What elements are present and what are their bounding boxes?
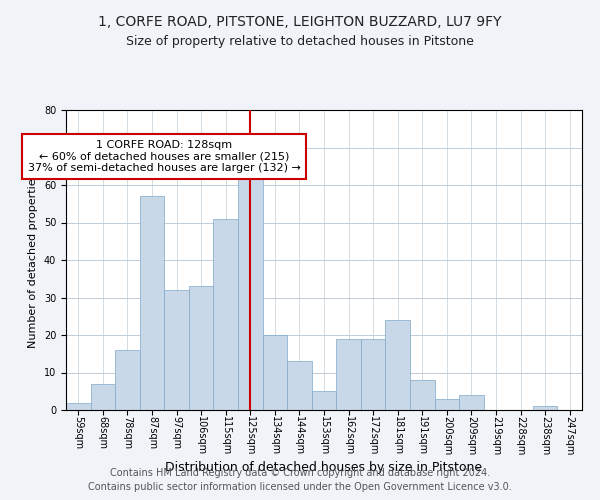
Bar xyxy=(189,286,214,410)
Bar xyxy=(263,335,287,410)
Y-axis label: Number of detached properties: Number of detached properties xyxy=(28,172,38,348)
Bar xyxy=(336,339,361,410)
Text: Size of property relative to detached houses in Pitstone: Size of property relative to detached ho… xyxy=(126,35,474,48)
Bar xyxy=(238,166,263,410)
Text: Contains HM Land Registry data © Crown copyright and database right 2024.: Contains HM Land Registry data © Crown c… xyxy=(110,468,490,477)
Bar xyxy=(312,391,336,410)
X-axis label: Distribution of detached houses by size in Pitstone: Distribution of detached houses by size … xyxy=(166,461,482,474)
Bar xyxy=(66,402,91,410)
Bar xyxy=(459,395,484,410)
Text: Contains public sector information licensed under the Open Government Licence v3: Contains public sector information licen… xyxy=(88,482,512,492)
Bar xyxy=(140,196,164,410)
Bar xyxy=(410,380,434,410)
Bar xyxy=(164,290,189,410)
Bar xyxy=(385,320,410,410)
Text: 1 CORFE ROAD: 128sqm
← 60% of detached houses are smaller (215)
37% of semi-deta: 1 CORFE ROAD: 128sqm ← 60% of detached h… xyxy=(28,140,301,173)
Bar xyxy=(115,350,140,410)
Bar xyxy=(361,339,385,410)
Bar xyxy=(287,361,312,410)
Text: 1, CORFE ROAD, PITSTONE, LEIGHTON BUZZARD, LU7 9FY: 1, CORFE ROAD, PITSTONE, LEIGHTON BUZZAR… xyxy=(98,15,502,29)
Bar xyxy=(214,219,238,410)
Bar xyxy=(91,384,115,410)
Bar xyxy=(434,399,459,410)
Bar xyxy=(533,406,557,410)
